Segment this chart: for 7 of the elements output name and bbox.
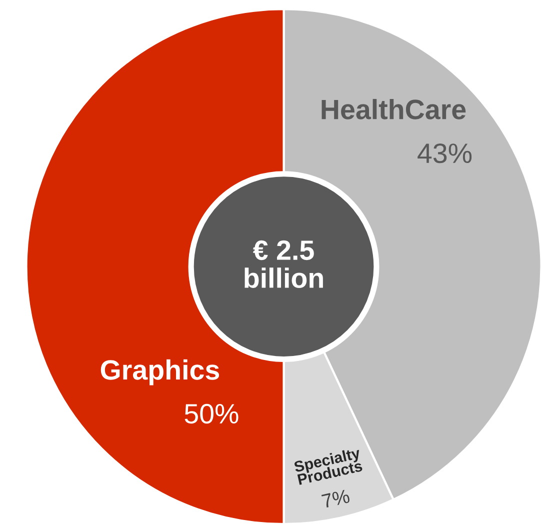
slice-label: Graphics bbox=[100, 359, 220, 386]
data-label: 7% bbox=[321, 489, 350, 508]
slice-label: HealthCare bbox=[322, 98, 466, 120]
data-label: 43% bbox=[418, 143, 472, 164]
data-label: 50% bbox=[184, 404, 238, 424]
slice-label: Specialty Products bbox=[293, 446, 363, 486]
text: € 2.5 billion bbox=[244, 240, 323, 288]
